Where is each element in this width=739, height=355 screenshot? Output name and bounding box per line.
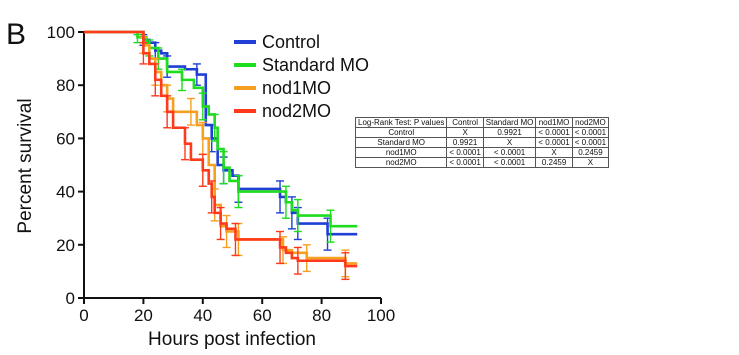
pvalue-row: nod1MO < 0.0001 < 0.0001 X 0.2459 bbox=[354, 147, 610, 158]
pvalue-cell: < 0.0001 bbox=[535, 137, 573, 148]
x-tick-label: 80 bbox=[312, 306, 331, 325]
y-tick-label: 60 bbox=[56, 129, 75, 148]
legend-label: nod1MO bbox=[262, 78, 331, 98]
y-tick-label: 0 bbox=[66, 289, 75, 308]
pvalue-row: nod2MO < 0.0001 < 0.0001 0.2459 X bbox=[354, 157, 610, 168]
pvalue-table: Log-Rank Test: P values Control Standard… bbox=[354, 117, 610, 168]
x-tick-label: 60 bbox=[253, 306, 272, 325]
y-tick-label: 80 bbox=[56, 76, 75, 95]
pvalue-cell: 0.9921 bbox=[446, 137, 484, 148]
y-tick-label: 40 bbox=[56, 183, 75, 202]
pvalue-row-label: nod2MO bbox=[354, 157, 448, 168]
pvalue-header-cell: nod1MO bbox=[535, 117, 573, 128]
pvalue-row-label: Control bbox=[354, 127, 448, 138]
series-layer bbox=[84, 30, 358, 281]
pvalue-cell: < 0.0001 bbox=[446, 157, 484, 168]
pvalue-cell: < 0.0001 bbox=[446, 147, 484, 158]
x-tick-label: 100 bbox=[367, 306, 395, 325]
pvalue-cell: 0.2459 bbox=[571, 147, 610, 158]
pvalue-cell: X bbox=[446, 127, 484, 138]
pvalue-row-label: nod1MO bbox=[354, 147, 448, 158]
pvalue-header-cell: Control bbox=[446, 117, 484, 128]
legend-label: Control bbox=[262, 32, 320, 52]
pvalue-cell: < 0.0001 bbox=[482, 147, 537, 158]
pvalue-row-label: Standard MO bbox=[354, 137, 448, 148]
pvalue-cell: < 0.0001 bbox=[571, 137, 610, 148]
x-tick-label: 0 bbox=[79, 306, 88, 325]
legend-label: nod2MO bbox=[262, 101, 331, 121]
y-axis-title: Percent survival bbox=[15, 98, 36, 233]
pvalue-header-cell: nod2MO bbox=[571, 117, 610, 128]
pvalue-row: Standard MO 0.9921 X < 0.0001 < 0.0001 bbox=[354, 137, 610, 148]
panel-letter: B bbox=[6, 18, 26, 51]
pvalue-header-cell: Log-Rank Test: P values bbox=[354, 117, 448, 128]
pvalue-cell: < 0.0001 bbox=[482, 157, 537, 168]
pvalue-cell: < 0.0001 bbox=[571, 127, 610, 138]
x-axis-title: Hours post infection bbox=[148, 329, 316, 350]
legend-label: Standard MO bbox=[262, 55, 369, 75]
pvalue-header-cell: Standard MO bbox=[482, 117, 537, 128]
y-tick-label: 20 bbox=[56, 236, 75, 255]
pvalue-cell: 0.2459 bbox=[535, 157, 573, 168]
y-tick-label: 100 bbox=[47, 23, 75, 42]
pvalue-cell: 0.9921 bbox=[482, 127, 537, 138]
pvalue-cell: < 0.0001 bbox=[535, 127, 573, 138]
series-nod2mo bbox=[84, 30, 358, 281]
pvalue-cell: X bbox=[535, 147, 573, 158]
pvalue-cell: X bbox=[571, 157, 610, 168]
x-tick-label: 40 bbox=[193, 306, 212, 325]
pvalue-header-row: Log-Rank Test: P values Control Standard… bbox=[354, 117, 610, 128]
pvalue-row: Control X 0.9921 < 0.0001 < 0.0001 bbox=[354, 127, 610, 138]
x-tick-label: 20 bbox=[134, 306, 153, 325]
axes: 0 20 40 60 80 100 0 20 40 60 80 100 bbox=[47, 23, 396, 325]
pvalue-cell: X bbox=[482, 137, 537, 148]
legend: Control Standard MO nod1MO nod2MO bbox=[234, 32, 369, 121]
